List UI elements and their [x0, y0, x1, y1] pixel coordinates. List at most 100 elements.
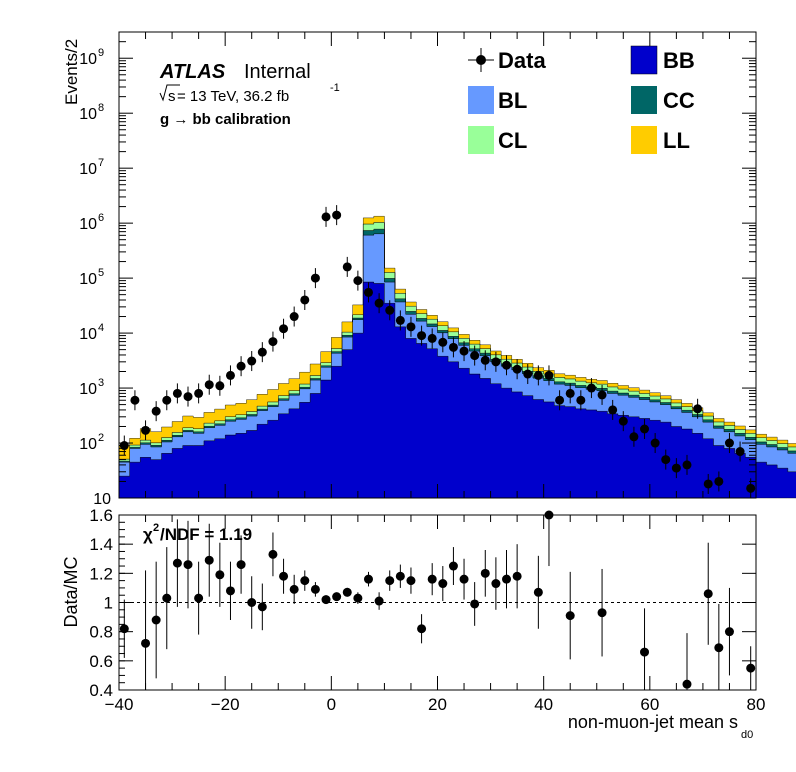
- data-point-marker: [225, 370, 235, 380]
- ratio-point: [374, 592, 384, 610]
- ratio-point: [565, 571, 575, 660]
- data-point-marker: [162, 395, 172, 405]
- ratio-x-tick-label: 20: [428, 695, 447, 714]
- data-point: [555, 390, 565, 411]
- data-point: [162, 390, 172, 411]
- sqrt-symbol-icon: [159, 84, 180, 102]
- ratio-x-axis-label: non-muon-jet mean s d0: [568, 712, 753, 741]
- ratio-point: [385, 570, 395, 591]
- data-point: [300, 289, 310, 310]
- ratio-y-tick-label: 0.8: [89, 623, 113, 642]
- ratio-point: [247, 576, 257, 629]
- data-point-marker: [204, 380, 214, 390]
- data-point-marker: [374, 298, 384, 308]
- legend-ll-swatch: [631, 126, 657, 154]
- data-point-marker: [640, 424, 650, 434]
- internal-label: Internal: [244, 61, 311, 83]
- data-point: [544, 365, 554, 386]
- ratio-x-tick-label: −20: [211, 695, 240, 714]
- y-tick-label: 10: [79, 271, 97, 288]
- data-point-marker: [555, 395, 565, 405]
- ratio-point: [321, 595, 331, 605]
- ratio-point: [448, 547, 458, 585]
- data-point-marker: [586, 383, 596, 393]
- ratio-point: [194, 561, 204, 635]
- data-point-marker: [565, 388, 575, 398]
- data-point-marker: [194, 388, 204, 398]
- data-point: [236, 356, 246, 377]
- ratio-point: [480, 550, 490, 597]
- data-point-marker: [597, 390, 607, 400]
- data-point-marker: [724, 438, 734, 448]
- y-tick-label: 10: [93, 491, 111, 508]
- data-point: [172, 383, 182, 404]
- data-point-marker: [671, 463, 681, 473]
- data-point: [502, 355, 512, 376]
- chi2-sup: 2: [153, 522, 159, 534]
- ratio-point: [427, 563, 437, 596]
- data-point: [661, 449, 671, 470]
- ratio-point-marker: [247, 598, 257, 607]
- data-point: [417, 325, 427, 346]
- data-point: [247, 351, 257, 372]
- legend-cl-label: CL: [498, 128, 527, 153]
- ratio-point-marker: [363, 574, 373, 584]
- chi2-annotation: χ 2 /NDF = 1.19: [143, 522, 252, 544]
- data-point: [141, 420, 151, 441]
- ratio-point-marker: [640, 647, 650, 657]
- ratio-point: [141, 570, 151, 690]
- y-tick-label: 10: [79, 216, 97, 233]
- y-tick-exponent: 8: [98, 102, 104, 114]
- ratio-point-marker: [724, 627, 734, 637]
- ratio-point-marker: [491, 579, 501, 589]
- data-point-marker: [417, 331, 427, 341]
- ratio-point-marker: [268, 549, 278, 559]
- data-point-marker: [629, 432, 639, 442]
- data-point: [183, 386, 193, 407]
- histogram-layer-ll: [118, 216, 796, 460]
- ratio-point-marker: [438, 579, 448, 589]
- ratio-point: [332, 592, 342, 602]
- chi2-prefix: χ: [143, 525, 153, 544]
- data-point-marker: [215, 381, 225, 391]
- legend-cl-swatch: [468, 126, 494, 154]
- legend-cl: CL: [468, 126, 527, 154]
- main-x-ticks: [118, 32, 757, 498]
- data-point-marker: [130, 395, 140, 405]
- data-point-marker: [395, 315, 405, 325]
- ratio-point-marker: [204, 555, 214, 565]
- data-point-marker: [172, 388, 182, 398]
- data-point-marker: [523, 369, 533, 379]
- legend-data-label: Data: [498, 48, 546, 73]
- ratio-point: [257, 583, 267, 631]
- ratio-point-marker: [746, 663, 756, 673]
- data-point-marker: [151, 406, 161, 416]
- ratio-point-marker: [279, 571, 289, 581]
- data-point-marker: [342, 262, 352, 272]
- ratio-point-marker: [565, 611, 575, 621]
- data-point-marker: [735, 447, 745, 457]
- data-point: [682, 454, 692, 475]
- data-point-marker: [289, 312, 299, 322]
- data-point: [385, 300, 395, 321]
- ratio-point-marker: [480, 568, 490, 578]
- data-point-marker: [714, 476, 724, 486]
- ratio-point: [310, 582, 320, 597]
- ratio-point: [682, 633, 692, 690]
- data-point: [523, 364, 533, 385]
- ratio-x-tick-label: 0: [327, 695, 336, 714]
- ratio-point-marker: [300, 576, 310, 586]
- data-point-marker: [502, 360, 512, 370]
- data-point-marker: [141, 425, 151, 435]
- ratio-point-marker: [332, 592, 342, 602]
- data-point-marker: [438, 337, 448, 347]
- ratio-point-marker: [342, 587, 352, 597]
- ratio-point-marker: [459, 574, 469, 584]
- data-point-marker: [310, 273, 320, 283]
- ratio-y-tick-label: 1: [104, 594, 113, 613]
- ratio-point-marker: [502, 574, 512, 584]
- legend-ll-label: LL: [663, 128, 690, 153]
- data-point: [353, 270, 363, 291]
- stacked-histograms: [118, 216, 796, 499]
